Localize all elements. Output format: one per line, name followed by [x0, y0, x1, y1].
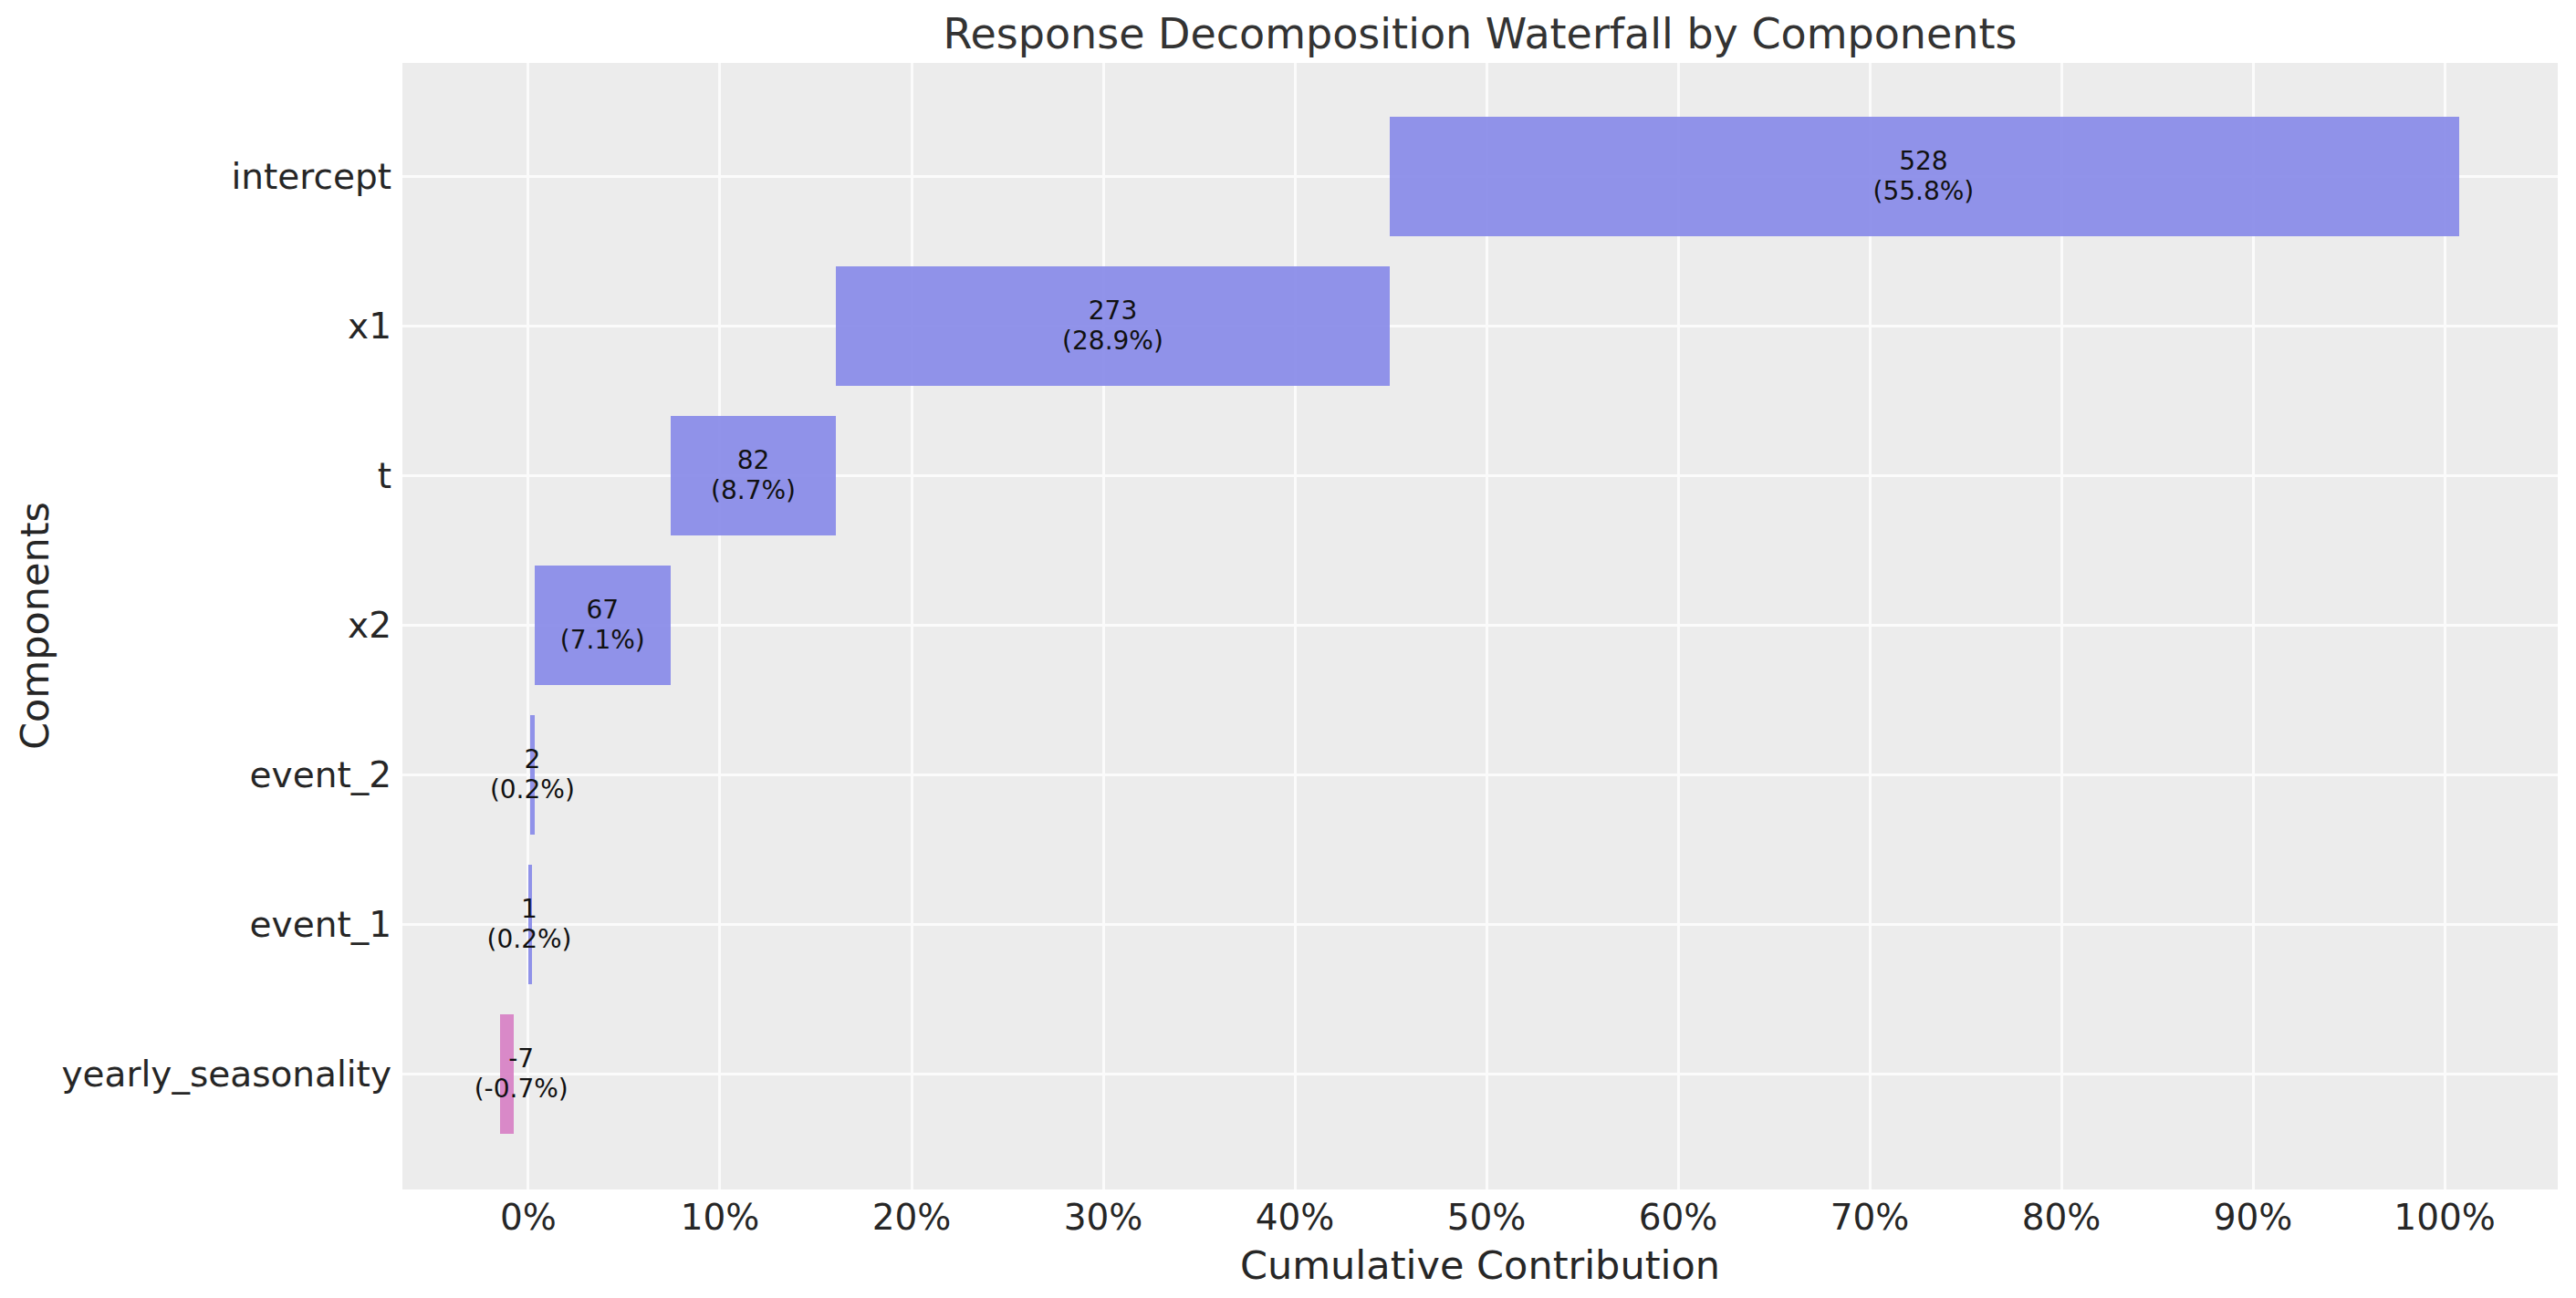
x-gridline — [527, 63, 529, 1189]
y-gridline — [402, 774, 2558, 776]
y-tick-label-event_2: event_2 — [250, 754, 391, 795]
x-tick-label: 30% — [1064, 1197, 1143, 1238]
bar-percent: (28.9%) — [1062, 326, 1163, 356]
x-tick-label: 40% — [1256, 1197, 1335, 1238]
y-axis-title: Components — [12, 502, 57, 750]
x-gridline — [911, 63, 913, 1189]
x-tick-label: 10% — [681, 1197, 760, 1238]
bar-percent: (55.8%) — [1872, 176, 1974, 206]
y-tick-label-x1: x1 — [348, 306, 391, 347]
x-tick-label: 100% — [2393, 1197, 2496, 1238]
bar-value-label-event_1: 1(0.2%) — [487, 894, 572, 954]
x-gridline — [1294, 63, 1297, 1189]
bar-percent: (-0.7%) — [475, 1074, 568, 1104]
chart-title: Response Decomposition Waterfall by Comp… — [402, 9, 2558, 58]
y-gridline — [402, 624, 2558, 627]
bar-percent: (8.7%) — [711, 475, 796, 505]
bar-value-label-yearly_seasonality: -7(-0.7%) — [475, 1044, 568, 1104]
bar-value: 82 — [711, 445, 796, 475]
x-tick-label: 80% — [2022, 1197, 2101, 1238]
bar-value: 273 — [1062, 296, 1163, 326]
x-tick-label: 70% — [1830, 1197, 1910, 1238]
plot-area: 528(55.8%)273(28.9%)82(8.7%)67(7.1%)2(0.… — [402, 63, 2558, 1189]
y-gridline — [402, 325, 2558, 327]
y-gridline — [402, 1073, 2558, 1075]
waterfall-chart-figure: Response Decomposition Waterfall by Comp… — [0, 0, 2576, 1298]
x-tick-label: 0% — [500, 1197, 557, 1238]
bar-percent: (7.1%) — [560, 625, 645, 655]
bar-value: -7 — [475, 1044, 568, 1074]
bar-percent: (0.2%) — [487, 924, 572, 954]
x-tick-label: 60% — [1639, 1197, 1718, 1238]
bar-value-label-x2: 67(7.1%) — [560, 595, 645, 655]
y-tick-label-t: t — [378, 455, 391, 496]
bar-value: 2 — [490, 744, 575, 774]
bar-value-label-event_2: 2(0.2%) — [490, 744, 575, 805]
x-gridline — [718, 63, 721, 1189]
y-tick-label-yearly_seasonality: yearly_seasonality — [62, 1054, 391, 1095]
bar-value-label-t: 82(8.7%) — [711, 445, 796, 505]
x-tick-label: 50% — [1447, 1197, 1527, 1238]
bar-value: 1 — [487, 894, 572, 924]
bar-value: 67 — [560, 595, 645, 625]
y-tick-label-x2: x2 — [348, 605, 391, 646]
y-tick-label-intercept: intercept — [232, 156, 392, 197]
x-tick-label: 20% — [872, 1197, 952, 1238]
y-gridline — [402, 923, 2558, 926]
bar-value-label-intercept: 528(55.8%) — [1872, 146, 1974, 206]
y-tick-label-event_1: event_1 — [250, 904, 391, 945]
x-axis-title: Cumulative Contribution — [402, 1242, 2558, 1288]
x-tick-label: 90% — [2214, 1197, 2293, 1238]
bar-value: 528 — [1872, 146, 1974, 176]
bar-value-label-x1: 273(28.9%) — [1062, 296, 1163, 356]
bar-percent: (0.2%) — [490, 774, 575, 805]
x-gridline — [1102, 63, 1105, 1189]
